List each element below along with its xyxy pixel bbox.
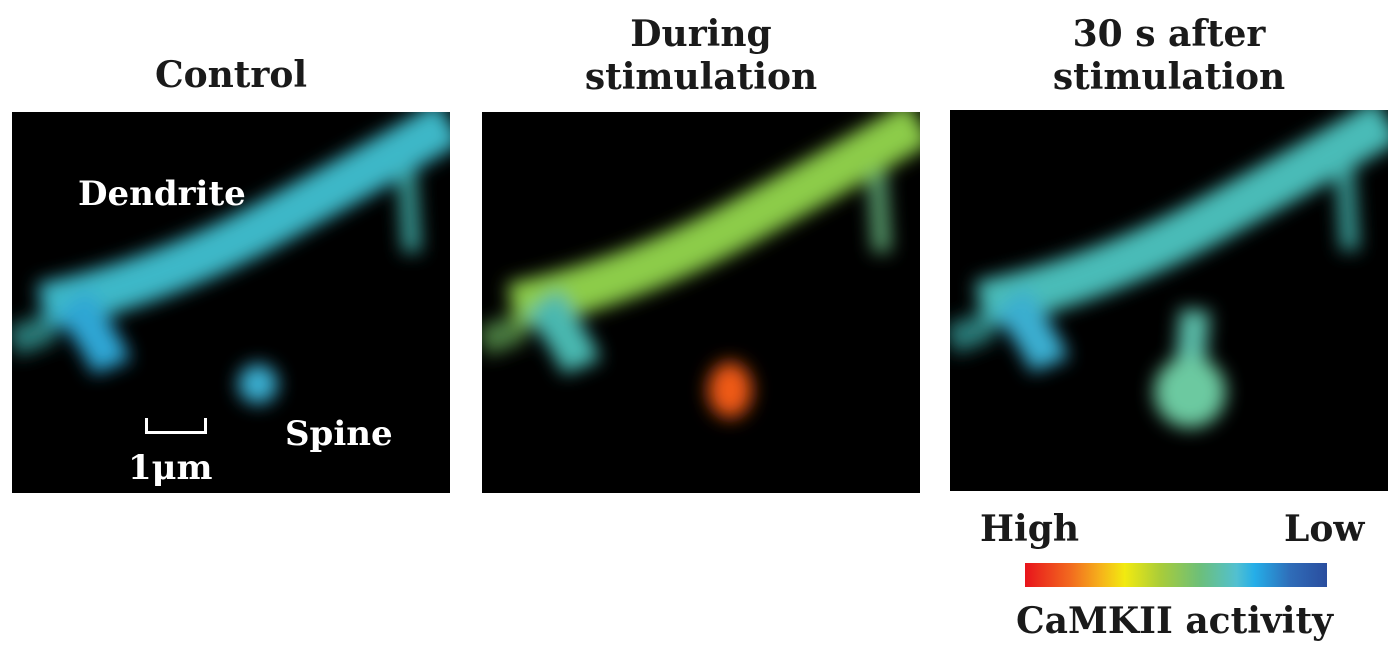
panel-after — [950, 110, 1388, 491]
title-line: Control — [154, 54, 308, 96]
panel-title-control: Control — [12, 54, 450, 97]
panel-during — [482, 112, 920, 493]
panel-title-after: 30 s after stimulation — [950, 13, 1388, 99]
title-line: 30 s after — [1072, 13, 1266, 55]
colorbar — [1025, 563, 1327, 587]
micrograph-after — [950, 110, 1388, 428]
title-line: During — [630, 13, 772, 55]
colorbar-title: CaMKII activity — [1016, 600, 1334, 642]
dendrite-label: Dendrite — [78, 174, 246, 214]
panel-control: Dendrite Spine 1μm — [12, 112, 450, 493]
panel-title-during: During stimulation — [482, 13, 920, 99]
spine-label: Spine — [285, 414, 393, 454]
micrograph-control — [12, 112, 450, 404]
title-line: stimulation — [584, 56, 818, 98]
micrograph-during — [482, 112, 920, 418]
colorbar-low-label: Low — [1284, 508, 1365, 550]
scale-label: 1μm — [128, 448, 213, 488]
title-line: stimulation — [1052, 56, 1286, 98]
colorbar-high-label: High — [980, 508, 1080, 550]
scale-bar — [145, 418, 207, 434]
